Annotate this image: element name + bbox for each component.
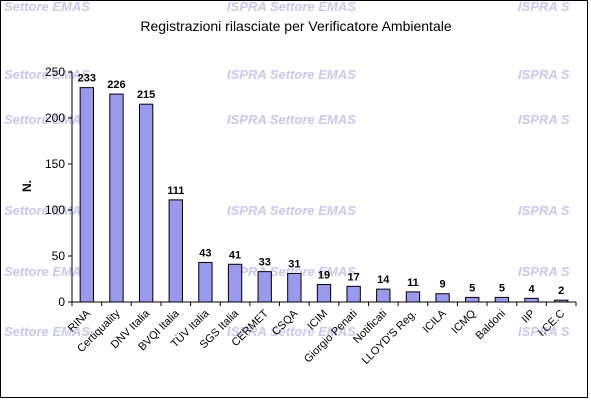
- watermark-right: ISPRA S: [518, 112, 570, 127]
- bar: [554, 299, 569, 303]
- data-label: 14: [377, 274, 390, 286]
- y-tick-label: 200: [45, 111, 65, 125]
- y-axis-label: N.: [20, 180, 34, 192]
- data-label: 5: [469, 282, 475, 294]
- bar: [435, 293, 450, 303]
- data-label: 5: [499, 282, 505, 294]
- y-tick-label: 0: [58, 295, 65, 309]
- bar: [257, 271, 272, 303]
- bar: [405, 291, 421, 303]
- bar: [494, 296, 510, 303]
- watermark-center: ISPRA Settore EMAS: [227, 112, 356, 127]
- watermark-left: Settore EMAS: [4, 0, 90, 14]
- watermark-right: ISPRA S: [518, 67, 570, 82]
- bar: [287, 272, 302, 303]
- watermark-layer: Settore EMAS ISPRA Settore EMAS ISPRA S Set…: [4, 0, 570, 339]
- data-label: 2: [558, 285, 564, 297]
- watermark-center: ISPRA Settore EMAS: [227, 0, 356, 14]
- bar: [168, 199, 183, 303]
- watermark-left: Settore EMAS: [4, 203, 90, 218]
- data-label: 215: [137, 89, 155, 101]
- data-label: 33: [259, 257, 271, 269]
- bar: [465, 296, 480, 303]
- data-label: 111: [167, 185, 184, 197]
- data-label: 43: [199, 247, 211, 259]
- watermark-center: ISPRA Settore EMAS: [227, 67, 356, 82]
- y-tick-label: 250: [45, 65, 65, 79]
- chart-title: Registrazioni rilasciate per Verificator…: [140, 18, 451, 34]
- bar: [376, 288, 391, 303]
- data-label: 233: [78, 73, 96, 85]
- data-label: 41: [229, 249, 241, 261]
- data-label: 31: [288, 258, 300, 270]
- bar: [109, 93, 124, 303]
- y-tick-label: 150: [45, 157, 65, 171]
- watermark-right: ISPRA S: [518, 324, 570, 339]
- y-tick-label: 50: [52, 249, 66, 263]
- data-label: 19: [318, 270, 330, 282]
- watermark-left: Settore EMAS: [4, 67, 90, 82]
- watermark-left: Settore EMAS: [4, 324, 90, 339]
- bar: [79, 87, 94, 303]
- bars: [79, 87, 569, 303]
- bar: [227, 263, 243, 303]
- data-label: 226: [107, 79, 125, 91]
- y-tick-label: 100: [45, 203, 65, 217]
- bar: [346, 285, 361, 303]
- watermark-center: ISPRA Settore EMAS: [227, 203, 356, 218]
- bar: [524, 297, 539, 303]
- watermark-center: ISPRA Settore EMAS: [227, 324, 356, 339]
- bar: [138, 103, 154, 303]
- bar: [316, 284, 332, 303]
- bar: [198, 261, 213, 303]
- watermark-right: ISPRA S: [518, 264, 570, 279]
- watermark-right: ISPRA S: [518, 203, 570, 218]
- watermark-left: Settore EMAS: [4, 264, 90, 279]
- data-label: 17: [348, 271, 360, 283]
- data-label: 11: [407, 277, 419, 289]
- data-labels: 233 226 215 111 43 41 33 31 19 17 14 11 9 5 5 4 2: [78, 73, 565, 298]
- watermark-left: Settore EMAS: [4, 112, 90, 127]
- data-label: 4: [528, 283, 535, 295]
- watermark-right: ISPRA S: [518, 0, 570, 14]
- data-label: 9: [440, 279, 446, 291]
- y-ticks: 0 50 100 150 200 250: [45, 65, 72, 309]
